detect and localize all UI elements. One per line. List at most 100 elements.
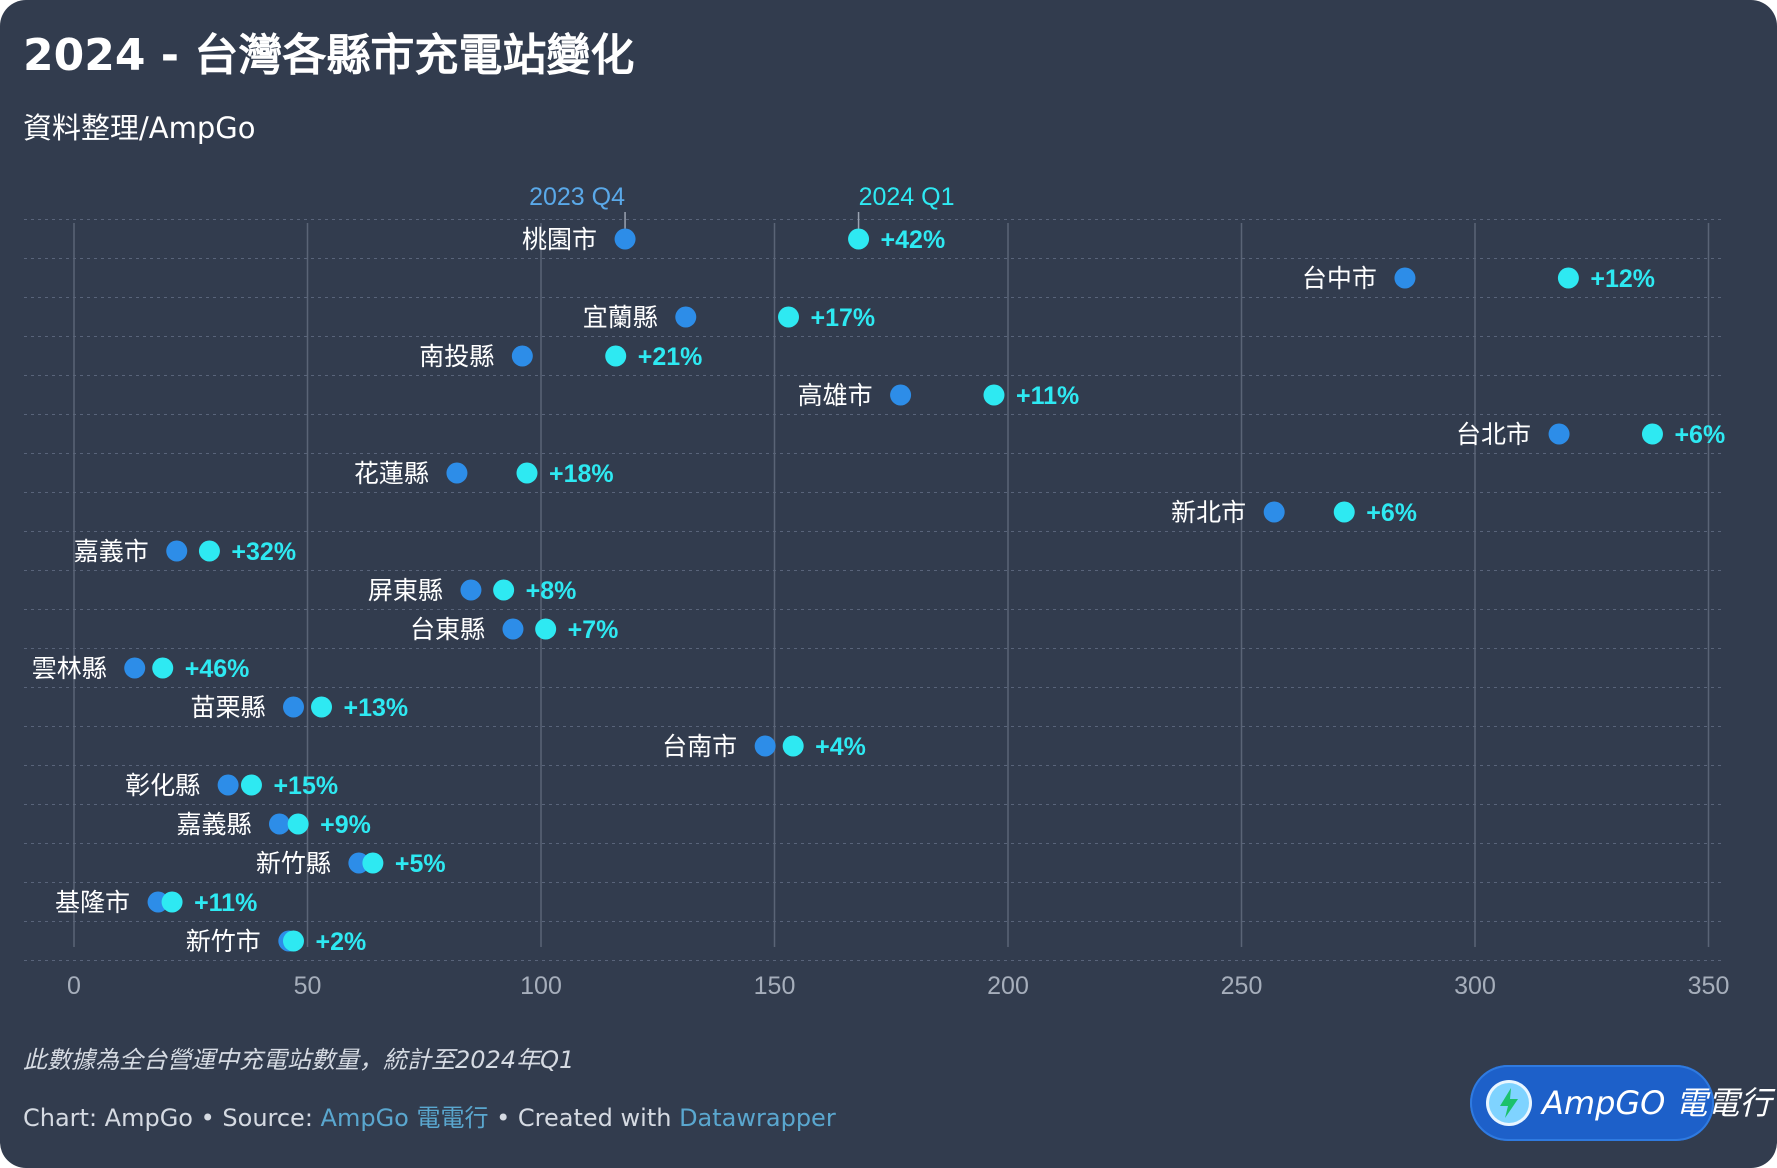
start-dot [502,618,524,640]
end-dot [240,774,262,796]
change-label: +7% [568,616,619,644]
start-dot [1263,501,1285,523]
start-dot [890,384,912,406]
end-dot [535,618,557,640]
row-label: 屏東縣 [368,576,443,605]
end-dot [362,852,384,874]
row-label: 基隆市 [55,888,130,917]
x-tick-label: 250 [1221,972,1263,1000]
row-16: 嘉義縣 +9% [176,810,370,839]
end-dot [287,813,309,835]
end-dot [161,891,183,913]
x-tick-label: 100 [520,972,562,1000]
end-dot [1557,267,1579,289]
row-label: 新竹市 [186,927,261,956]
row-19: 新竹市 +2% [186,927,366,956]
end-dot [782,735,804,757]
end-dot [1641,423,1663,445]
start-dot [217,774,239,796]
row-14: 台南市 +4% [662,732,866,761]
end-dot [152,657,174,679]
start-dot [166,540,188,562]
start-series-header: 2023 Q4 [529,183,625,211]
logo-text: AmpGO 電電行 [1542,1084,1772,1122]
chart-footer: Chart: AmpGo • Source: AmpGo 電電行 • Creat… [23,1098,836,1133]
row-4: 南投縣 +21% [419,342,702,371]
change-label: +4% [815,733,866,761]
change-label: +6% [1674,421,1725,449]
change-label: +32% [231,538,296,566]
row-13: 苗栗縣 +13% [190,693,408,722]
row-label: 宜蘭縣 [583,303,658,332]
range-dot-chart: 0 50 100 150 200 250 300 350 2023 Q4 2024 Q1 桃園市… [24,183,1729,1000]
row-12: 雲林縣 +46% [32,654,250,683]
row-7: 花蓮縣 +18% [354,459,614,488]
end-dot [493,579,515,601]
footer-chart-source-prefix: Chart: AmpGo • Source: [23,1104,321,1132]
end-dot [516,462,538,484]
row-label: 嘉義縣 [176,810,251,839]
row-9: 嘉義市 +32% [74,537,296,566]
row-17: 新竹縣 +5% [256,849,446,878]
row-label: 台南市 [662,732,737,761]
row-label: 新北市 [1171,498,1246,527]
row-15: 彰化縣 +15% [125,771,338,800]
change-label: +6% [1366,499,1417,527]
x-tick-label: 300 [1454,972,1496,1000]
row-3: 宜蘭縣 +17% [583,303,875,332]
start-dot [1394,267,1416,289]
start-dot [614,228,636,250]
row-18: 基隆市 +11% [55,888,257,917]
row-5: 高雄市 +11% [798,381,1080,410]
row-label: 桃園市 [522,225,597,254]
change-label: +12% [1590,265,1655,293]
vertical-gridlines [73,223,1710,947]
source-link[interactable]: AmpGo 電電行 [320,1104,489,1132]
row-label: 花蓮縣 [354,459,429,488]
start-dot [1548,423,1570,445]
data-rows: 桃園市 +42% 台中市 +12% 宜蘭縣 +17% 南投縣 +21% 高雄市 +11% 台北市 +6… [32,225,1725,956]
end-dot [311,696,333,718]
change-label: +18% [549,460,614,488]
change-label: +15% [273,772,338,800]
end-dot [848,228,870,250]
x-tick-label: 50 [294,972,322,1000]
row-label: 台中市 [1302,264,1377,293]
change-label: +5% [395,850,446,878]
row-10: 屏東縣 +8% [368,576,576,605]
lightning-bolt-icon [1486,1080,1532,1126]
chart-title: 2024 - 台灣各縣市充電站變化 [23,30,635,81]
change-label: +9% [320,811,371,839]
chart-subtitle: 資料整理/AmpGo [23,111,256,145]
change-label: +46% [185,655,250,683]
x-tick-label: 0 [67,972,81,1000]
row-label: 高雄市 [798,381,873,410]
start-dot [124,657,146,679]
x-tick-label: 200 [987,972,1029,1000]
row-label: 嘉義市 [74,537,149,566]
x-tick-label: 150 [754,972,796,1000]
end-dot [198,540,220,562]
x-axis-ticks: 0 50 100 150 200 250 300 350 [67,972,1729,1000]
end-dot [605,345,627,367]
ampgo-logo: AmpGO 電電行 [1470,1065,1772,1141]
row-11: 台東縣 +7% [410,615,618,644]
row-2: 台中市 +12% [1302,264,1655,293]
change-label: +42% [881,226,946,254]
end-dot [282,930,304,952]
start-dot [675,306,697,328]
row-label: 彰化縣 [125,771,200,800]
end-dot [1333,501,1355,523]
row-label: 台北市 [1456,420,1531,449]
datawrapper-link[interactable]: Datawrapper [679,1104,836,1132]
row-8: 新北市 +6% [1171,498,1417,527]
change-label: +21% [638,343,703,371]
start-dot [282,696,304,718]
change-label: +11% [1016,382,1079,410]
start-dot [511,345,533,367]
footer-created-prefix: • Created with [488,1104,680,1132]
row-label: 台東縣 [410,615,485,644]
change-label: +13% [344,694,409,722]
row-label: 南投縣 [419,342,494,371]
